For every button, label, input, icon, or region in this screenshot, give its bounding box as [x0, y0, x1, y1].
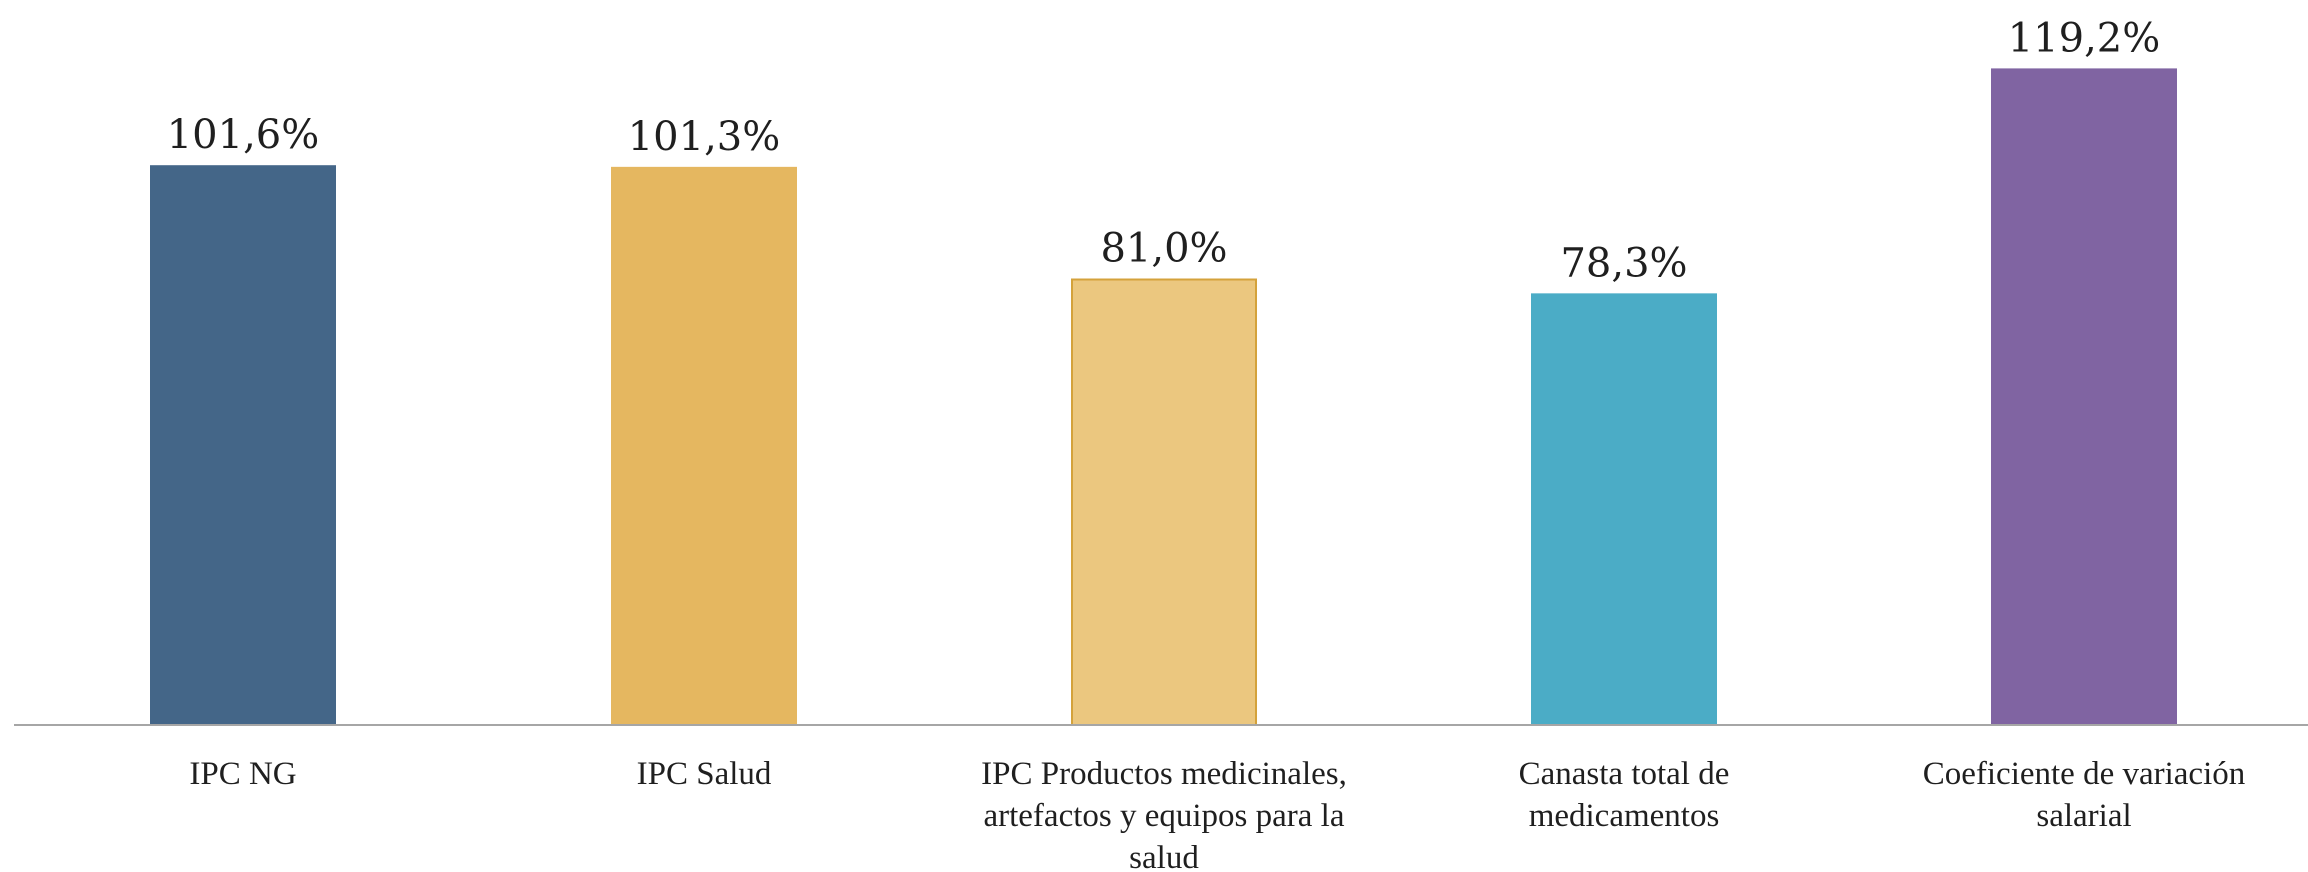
category-label-5: Coeficiente de variación salarial: [1923, 756, 2246, 834]
category-label-2: IPC Salud: [637, 756, 772, 792]
bar-2: [611, 166, 797, 727]
category-label-line: salarial: [2036, 798, 2131, 834]
category-label-line: IPC Salud: [637, 756, 772, 792]
category-label-line: artefactos y equipos para la: [983, 798, 1344, 834]
category-label-line: medicamentos: [1529, 798, 1720, 834]
category-label-line: IPC NG: [189, 756, 296, 792]
value-labels-layer: 101,6% 101,3% 81,0% 78,3% 119,2%: [167, 15, 2161, 286]
data-label-3: 81,0%: [1100, 226, 1227, 272]
data-label-1: 101,6%: [167, 112, 320, 158]
data-label-4: 78,3%: [1560, 240, 1687, 286]
category-label-1: IPC NG: [189, 756, 296, 792]
category-label-line: IPC Productos medicinales,: [981, 756, 1347, 792]
category-labels-layer: IPC NG IPC Salud IPC Productos medicinales…: [189, 756, 2245, 872]
bar-1: [150, 165, 336, 726]
bar-3: [1071, 278, 1257, 726]
category-label-line: salud: [1129, 840, 1199, 872]
category-label-4: Canasta total de medicamentos: [1519, 756, 1730, 834]
bars-layer: [150, 68, 2177, 727]
bar-5: [1991, 68, 2177, 726]
category-label-3: IPC Productos medicinales, artefactos y e…: [981, 756, 1347, 872]
category-label-line: Canasta total de: [1519, 756, 1730, 792]
bar-4: [1531, 293, 1717, 726]
data-label-5: 119,2%: [2008, 15, 2161, 61]
data-label-2: 101,3%: [628, 114, 781, 160]
category-label-line: Coeficiente de variación: [1923, 756, 2246, 792]
